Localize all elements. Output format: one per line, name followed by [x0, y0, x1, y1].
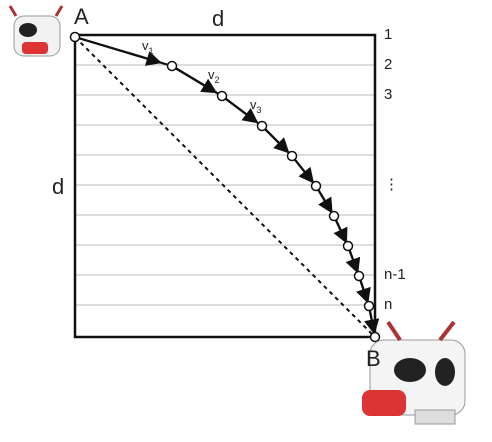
diagram: A B d d v1 v2 v3 1 2 3 ⋮ n-1 n — [0, 0, 492, 437]
path-node — [258, 122, 267, 131]
row-label: 3 — [384, 86, 392, 103]
straight-path — [75, 37, 375, 337]
row-label: 1 — [384, 26, 392, 43]
velocity-label: v1 — [142, 38, 154, 56]
path-node — [312, 182, 321, 191]
path-node — [330, 212, 339, 221]
velocity-subscript: 2 — [215, 75, 220, 85]
point-label: A — [74, 4, 89, 29]
row-label: ⋮ — [384, 176, 399, 193]
velocity-labels: v1 v2 v3 — [142, 38, 262, 115]
row-label: 2 — [384, 56, 392, 73]
path-segment — [75, 37, 172, 66]
path-node — [218, 92, 227, 101]
row-labels: 1 2 3 ⋮ n-1 n — [384, 26, 406, 313]
path-node — [355, 272, 364, 281]
path-node — [168, 62, 177, 71]
velocity-label: v3 — [250, 97, 262, 115]
path-node — [71, 33, 80, 42]
side-label: d — [52, 174, 64, 199]
point-label: B — [366, 346, 381, 371]
row-label: n — [384, 296, 392, 313]
path-node — [365, 302, 374, 311]
row-lines — [75, 65, 375, 305]
path-node — [288, 152, 297, 161]
velocity-subscript: 1 — [149, 46, 154, 56]
side-label: d — [212, 6, 224, 31]
path-segment — [292, 156, 316, 186]
path-node — [344, 242, 353, 251]
cow-icon-a — [10, 6, 62, 56]
velocity-subscript: 3 — [257, 105, 262, 115]
path-segment — [262, 126, 292, 156]
path-node — [371, 333, 380, 342]
row-label: n-1 — [384, 266, 406, 283]
velocity-label: v2 — [208, 67, 220, 85]
page: A B d d v1v2v3 123⋮n-1n (() => { const d… — [0, 0, 492, 437]
